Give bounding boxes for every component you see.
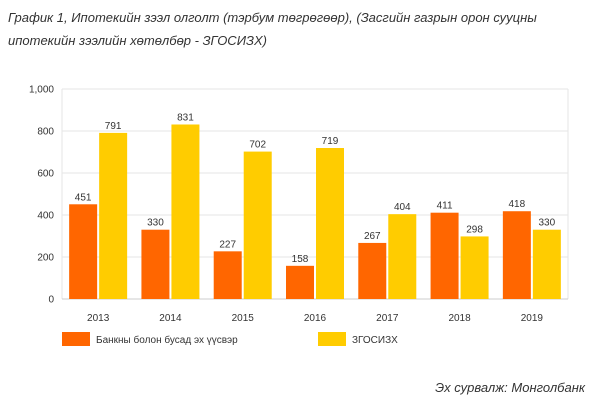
y-tick-label: 800 [37,127,54,138]
x-category-label: 2018 [448,313,471,324]
legend-label: ЗГОСИЗХ [352,335,398,346]
bar-series2 [171,124,200,300]
legend-swatch [318,332,346,346]
legend-swatch [62,332,90,346]
data-label: 791 [105,121,122,132]
bar-series2 [532,229,561,299]
data-label: 158 [292,254,309,265]
bar-series2 [99,132,128,299]
data-label: 418 [509,199,526,210]
x-category-label: 2013 [87,313,110,324]
legend-label: Банкны болон бусад эх үүсвэр [96,334,238,346]
bar-series2 [388,214,417,299]
y-tick-label: 1,000 [29,85,54,96]
x-category-label: 2016 [304,313,327,324]
title-line-1: График 1, Ипотекийн зээл олголт (тэрбум … [8,10,537,25]
bar-series2 [243,151,272,299]
data-label: 227 [219,239,236,250]
data-label: 298 [466,224,483,235]
data-label: 831 [177,112,194,123]
data-label: 411 [437,201,453,212]
legend: Банкны болон бусад эх үүсвэр ЗГОСИЗХ [62,332,398,346]
data-label: 451 [75,192,92,203]
title-line-2: ипотекийн зээлийн хөтөлбөр - ЗГОСИЗХ) [8,33,267,48]
x-category-label: 2015 [232,313,255,324]
data-label: 702 [249,140,266,151]
bar-series1 [286,265,314,299]
y-tick-label: 400 [37,211,54,222]
bar-series1 [213,251,242,299]
bar-series1 [141,229,170,299]
x-category-label: 2017 [376,313,399,324]
x-axis-categories: 2013 2014 2015 2016 2017 2018 2019 [87,313,543,324]
x-category-label: 2019 [521,313,544,324]
bar-series1 [430,212,459,299]
y-tick-label: 200 [37,253,54,264]
chart-title: График 1, Ипотекийн зээл олголт (тэрбум … [8,6,588,52]
data-label: 404 [394,202,411,213]
data-label: 719 [322,136,339,147]
bars [69,124,561,300]
bar-series1 [358,242,387,299]
data-labels: 451 791 330 831 227 702 158 719 267 404 411 298 418 3… [75,112,556,264]
data-label: 330 [147,218,164,229]
y-tick-label: 0 [48,295,54,306]
y-tick-label: 600 [37,169,54,180]
bar-series1 [502,211,531,299]
source-note: Эх сурвалж: Монголбанк [435,380,585,395]
data-label: 267 [364,231,381,242]
bar-series2 [316,148,344,299]
bar-series1 [69,204,98,299]
data-label: 330 [539,218,556,229]
y-axis-ticks: 0 200 400 600 800 1,000 [29,85,54,306]
x-category-label: 2014 [159,313,182,324]
bar-series2 [460,236,489,299]
bar-chart: 0 200 400 600 800 1,000 451 791 330 831 227 702 158… [29,85,569,346]
grid-lines [61,88,569,300]
